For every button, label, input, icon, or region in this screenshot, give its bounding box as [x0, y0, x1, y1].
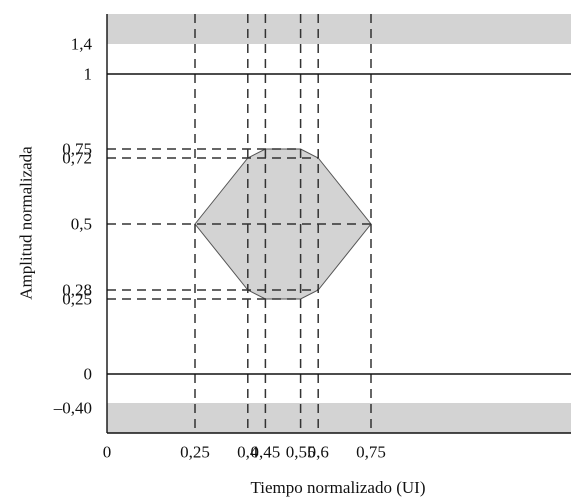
y-tick-label: 0,75 — [62, 140, 92, 159]
x-tick-label: 0,4 — [237, 443, 259, 462]
y-tick-label: –0,40 — [53, 399, 92, 418]
y-tick-label: 0,25 — [62, 290, 92, 309]
y-tick-label: 0,72 — [62, 149, 92, 168]
y-axis-label: Amplitud normalizada — [17, 146, 36, 300]
lower-forbidden-band — [107, 403, 571, 433]
x-tick-label: 0,6 — [308, 443, 329, 462]
x-tick-label: 0,55 — [286, 443, 316, 462]
x-axis-label: Tiempo normalizado (UI) — [250, 478, 425, 497]
y-tick-labels: 1,4 1 0,750,72 0,5 0,280,25 0 –0,40 — [53, 35, 93, 418]
guide-lines — [107, 14, 372, 433]
y-tick-label: 1,4 — [71, 35, 93, 54]
y-tick-label: 0 — [84, 365, 93, 384]
x-tick-label: 0,75 — [356, 443, 386, 462]
x-tick-label: 0,45 — [251, 443, 281, 462]
x-tick-label: 0 — [103, 443, 112, 462]
x-tick-labels: 0 0,25 0,40,45 0,550,6 0,75 — [103, 443, 386, 462]
y-tick-label: 0,28 — [62, 281, 92, 300]
y-tick-label: 0,5 — [71, 215, 92, 234]
y-tick-label: 1 — [84, 65, 93, 84]
x-tick-label: 0,25 — [180, 443, 210, 462]
upper-forbidden-band — [107, 14, 571, 44]
